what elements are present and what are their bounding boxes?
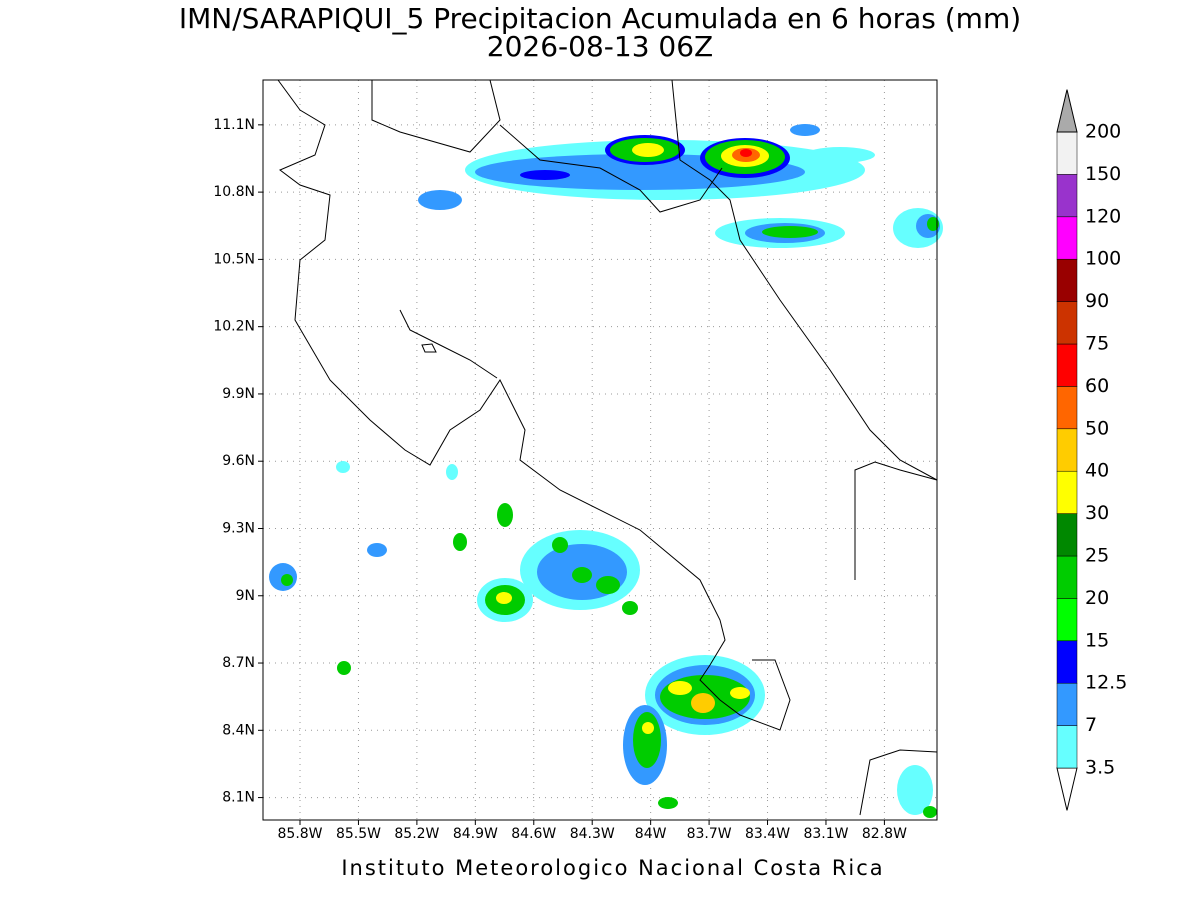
colorbar-segment (1056, 301, 1078, 345)
colorbar-label: 15 (1085, 629, 1109, 651)
rain-area (336, 461, 350, 473)
lon-tick-label: 85.5W (336, 826, 381, 842)
rain-area (596, 576, 620, 594)
colorbar-label: 30 (1085, 502, 1109, 524)
rain-area (418, 190, 462, 210)
rain-area (622, 601, 638, 615)
lon-tick-label: 85.2W (394, 826, 439, 842)
lat-tick-label: 11.1N (213, 117, 255, 133)
rain-area (633, 712, 661, 768)
rain-area (730, 687, 750, 699)
colorbar: 3.5 7 12.5 15 20 25 30 40 50 60 75 90 100 120 150 200 (1056, 89, 1127, 811)
rain-area (496, 592, 512, 604)
lon-tick-label: 83.1W (803, 826, 848, 842)
rain-area (337, 661, 351, 675)
coastline (399, 309, 498, 379)
colorbar-label: 7 (1085, 714, 1097, 736)
lat-tick-label: 10.5N (213, 251, 255, 267)
colorbar-segment (1056, 682, 1078, 726)
subtitle: 2026-08-13 06Z (487, 30, 713, 63)
colorbar-segment (1056, 598, 1078, 642)
footer: Instituto Meteorologico Nacional Costa R… (341, 856, 884, 880)
colorbar-label: 120 (1085, 205, 1121, 227)
lat-tick-label: 8.7N (222, 655, 255, 671)
colorbar-label: 50 (1085, 417, 1109, 439)
rain-area (927, 217, 939, 231)
lat-tick-label: 8.4N (222, 722, 255, 738)
colorbar-segment (1056, 428, 1078, 472)
lon-tick-label: 85.8W (278, 826, 323, 842)
rain-area (572, 567, 592, 583)
colorbar-segment (1056, 131, 1078, 175)
rain-area (668, 681, 692, 695)
rain-area (520, 170, 570, 180)
coastlines (277, 79, 938, 816)
coastline (859, 749, 938, 816)
lat-tick-label: 9N (236, 588, 255, 604)
rain-area (923, 806, 937, 818)
lon-tick-label: 84.3W (570, 826, 615, 842)
colorbar-segment (1056, 258, 1078, 302)
coastline (421, 343, 437, 353)
colorbar-segment (1056, 640, 1078, 684)
colorbar-segment (1056, 386, 1078, 430)
colorbar-segment (1056, 555, 1078, 599)
precipitation (269, 124, 943, 818)
rain-area (658, 797, 678, 809)
lat-tick-label: 10.2N (213, 319, 255, 335)
colorbar-label: 150 (1085, 163, 1121, 185)
border (854, 461, 938, 580)
colorbar-segment (1056, 513, 1078, 557)
rain-area (740, 149, 752, 157)
colorbar-label: 12.5 (1085, 672, 1127, 694)
colorbar-label: 25 (1085, 545, 1109, 567)
border (499, 124, 723, 213)
lon-tick-label: 83.4W (745, 826, 790, 842)
colorbar-segment (1056, 216, 1078, 260)
colorbar-label: 3.5 (1085, 757, 1115, 779)
map-frame (262, 79, 938, 821)
colorbar-segment (1056, 343, 1078, 387)
lat-tick-label: 9.6N (222, 453, 255, 469)
coastline (671, 79, 938, 481)
rain-area (281, 574, 293, 586)
colorbar-label: 40 (1085, 460, 1109, 482)
colorbar-over (1056, 89, 1078, 133)
rain-area (453, 533, 467, 551)
colorbar-label: 75 (1085, 333, 1109, 355)
title: IMN/SARAPIQUI_5 Precipitacion Acumulada … (179, 2, 1021, 35)
rain-area (691, 693, 715, 713)
lon-tick-label: 82.8W (862, 826, 907, 842)
lon-tick-label: 83.7W (687, 826, 732, 842)
rain-area (497, 503, 513, 527)
rain-area (897, 765, 933, 815)
colorbar-label: 60 (1085, 375, 1109, 397)
rain-area (805, 147, 875, 163)
lat-tick-label: 9.3N (222, 520, 255, 536)
rain-area (367, 543, 387, 557)
rain-area (446, 464, 458, 480)
colorbar-under (1056, 767, 1078, 811)
lat-tick-label: 9.9N (222, 386, 255, 402)
lon-tick-label: 84.6W (511, 826, 556, 842)
rain-area (790, 124, 820, 136)
lat-tick-label: 8.1N (222, 790, 255, 806)
coastline (277, 79, 791, 731)
rain-area (552, 537, 568, 553)
colorbar-label: 200 (1085, 121, 1121, 143)
rain-area (632, 143, 664, 157)
rain-area (642, 722, 654, 734)
lon-tick-label: 84W (635, 826, 667, 842)
colorbar-segment (1056, 174, 1078, 218)
colorbar-label: 90 (1085, 290, 1109, 312)
lat-tick-label: 10.8N (213, 184, 255, 200)
rain-area (762, 226, 818, 238)
colorbar-segment (1056, 725, 1078, 769)
colorbar-segment (1056, 470, 1078, 514)
colorbar-label: 100 (1085, 248, 1121, 270)
coastline (371, 79, 501, 153)
lon-tick-label: 84.9W (453, 826, 498, 842)
colorbar-label: 20 (1085, 587, 1109, 609)
